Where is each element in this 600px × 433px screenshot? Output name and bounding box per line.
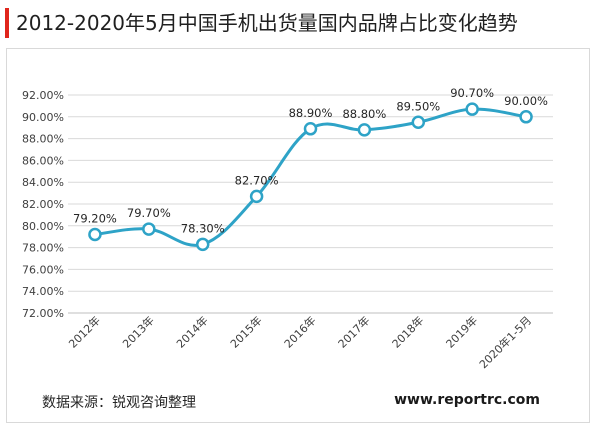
x-tick-label: 2020年1-5月 [476,313,534,371]
x-tick-label: 2016年 [281,313,318,350]
x-tick-label: 2014年 [173,313,210,350]
y-tick-label: 92.00% [22,89,64,102]
title-accent-bar [5,8,9,38]
x-tick-label: 2018年 [389,313,426,350]
data-label: 90.70% [450,86,494,100]
data-label: 78.30% [181,221,225,235]
y-tick-label: 82.00% [22,198,64,211]
y-tick-label: 80.00% [22,220,64,233]
data-label: 90.00% [504,94,548,108]
data-point [357,123,372,137]
data-point [411,115,426,129]
data-point [465,102,479,116]
series-line [94,107,527,247]
y-tick-label: 76.00% [22,263,64,276]
y-tick-label: 74.00% [22,285,64,298]
x-tick-label: 2012年 [66,313,103,350]
data-label: 82.70% [235,173,279,187]
chart-title: 2012-2020年5月中国手机出货量国内品牌占比变化趋势 [16,11,518,35]
y-tick-label: 86.00% [22,154,64,167]
data-point [303,122,318,136]
x-tick-label: 2019年 [443,313,480,350]
x-tick-label: 2013年 [119,313,156,350]
watermark: www.reportrc.com [394,392,540,408]
data-label: 89.50% [396,99,440,113]
y-tick-label: 72.00% [22,307,64,320]
y-tick-label: 78.00% [22,242,64,255]
data-label: 79.20% [73,212,117,226]
data-label: 79.70% [127,206,171,220]
data-label: 88.90% [289,106,333,120]
data-point [249,189,264,204]
data-point [519,110,533,124]
x-tick-label: 2017年 [335,313,372,350]
y-tick-label: 88.00% [22,133,64,146]
data-label: 88.80% [342,107,386,121]
chart-frame [6,48,590,423]
y-tick-label: 90.00% [22,111,64,124]
y-tick-label: 84.00% [22,176,64,189]
data-point [88,227,102,242]
source-note: 数据来源：锐观咨询整理 [42,395,196,411]
data-point [195,237,210,252]
x-tick-label: 2015年 [227,313,264,350]
data-point [142,222,156,236]
